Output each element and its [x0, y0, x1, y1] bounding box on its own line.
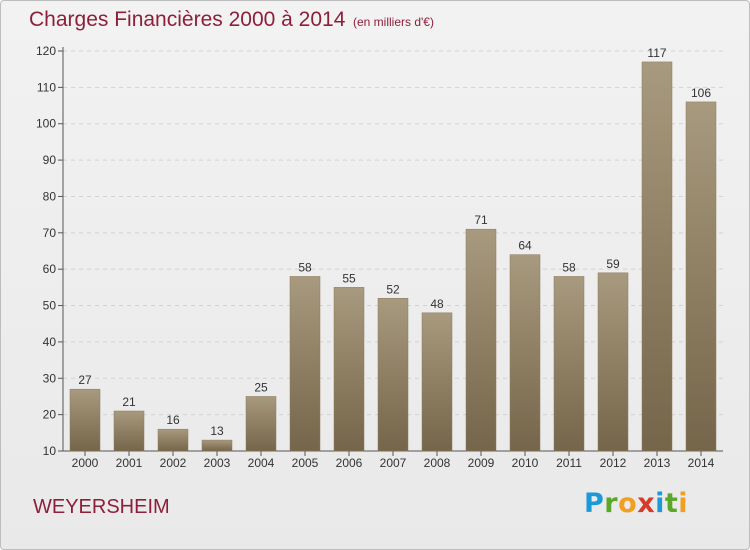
y-tick-label: 70	[43, 226, 57, 240]
bar	[113, 410, 145, 452]
y-tick-label: 60	[43, 262, 57, 276]
x-tick-label: 2004	[248, 456, 275, 470]
x-tick-label: 2012	[600, 456, 627, 470]
logo-letter: o	[618, 488, 638, 519]
y-tick-label: 100	[36, 117, 56, 131]
bar	[641, 61, 673, 452]
y-tick-label: 120	[36, 44, 56, 58]
bar-value-label: 27	[78, 373, 92, 387]
bar	[685, 101, 717, 452]
y-tick-label: 20	[43, 408, 57, 422]
y-tick-label: 110	[37, 80, 56, 94]
bar	[69, 388, 101, 452]
x-tick-label: 2011	[556, 456, 582, 470]
bar-value-label: 58	[298, 260, 312, 274]
bar-value-label: 21	[122, 395, 136, 409]
bar-value-label: 55	[342, 271, 356, 285]
bar-value-label: 71	[474, 213, 488, 227]
x-tick-label: 2002	[160, 456, 187, 470]
bar	[157, 428, 189, 452]
proxiti-logo[interactable]: Proxiti	[584, 488, 688, 519]
bar	[597, 272, 629, 452]
x-tick-label: 2010	[512, 456, 539, 470]
x-tick-label: 2009	[468, 456, 495, 470]
bar-value-label: 52	[386, 282, 400, 296]
bar	[465, 228, 497, 452]
logo-letter: i	[678, 488, 689, 519]
bar	[245, 396, 277, 452]
logo-letter: r	[604, 488, 619, 519]
x-tick-label: 2005	[292, 456, 319, 470]
bar-value-label: 64	[518, 239, 532, 253]
y-tick-label: 80	[43, 189, 57, 203]
bar	[201, 439, 233, 452]
bar	[509, 254, 541, 452]
bar-value-label: 106	[691, 86, 711, 100]
y-tick-label: 50	[43, 299, 57, 313]
y-tick-label: 10	[43, 444, 57, 458]
y-tick-label: 40	[43, 335, 57, 349]
chart-subtitle: (en milliers d'€)	[353, 15, 434, 29]
bar-value-label: 117	[647, 46, 666, 60]
bar	[553, 276, 585, 452]
x-tick-label: 2000	[72, 456, 99, 470]
bar	[289, 276, 321, 452]
bar-value-label: 25	[254, 380, 268, 394]
logo-letter: t	[664, 488, 679, 519]
x-tick-label: 2014	[688, 456, 715, 470]
logo-letter: P	[584, 488, 605, 519]
x-tick-label: 2013	[644, 456, 671, 470]
city-name: WEYERSHEIM	[33, 496, 170, 518]
bar	[333, 287, 365, 452]
x-tick-label: 2006	[336, 456, 363, 470]
bars	[69, 61, 717, 452]
y-tick-label: 90	[43, 153, 57, 167]
x-tick-label: 2003	[204, 456, 231, 470]
bar	[377, 298, 409, 452]
y-tick-label: 30	[43, 371, 57, 385]
x-tick-label: 2007	[380, 456, 407, 470]
logo-letter: x	[637, 488, 656, 519]
chart-title: Charges Financières 2000 à 2014	[29, 8, 346, 31]
data-labels: 27 21 16 13 25 58 55 52 48 71 64 58 59 117 106	[78, 46, 711, 438]
bar-value-label: 48	[430, 297, 444, 311]
x-tick-label: 2008	[424, 456, 451, 470]
bar-value-label: 58	[562, 260, 576, 274]
x-tick-label: 2001	[116, 456, 143, 470]
bar	[421, 312, 453, 452]
bar-value-label: 13	[210, 424, 224, 438]
bar-value-label: 59	[606, 257, 620, 271]
bar-value-label: 16	[166, 413, 180, 427]
logo-letter: i	[655, 488, 665, 519]
